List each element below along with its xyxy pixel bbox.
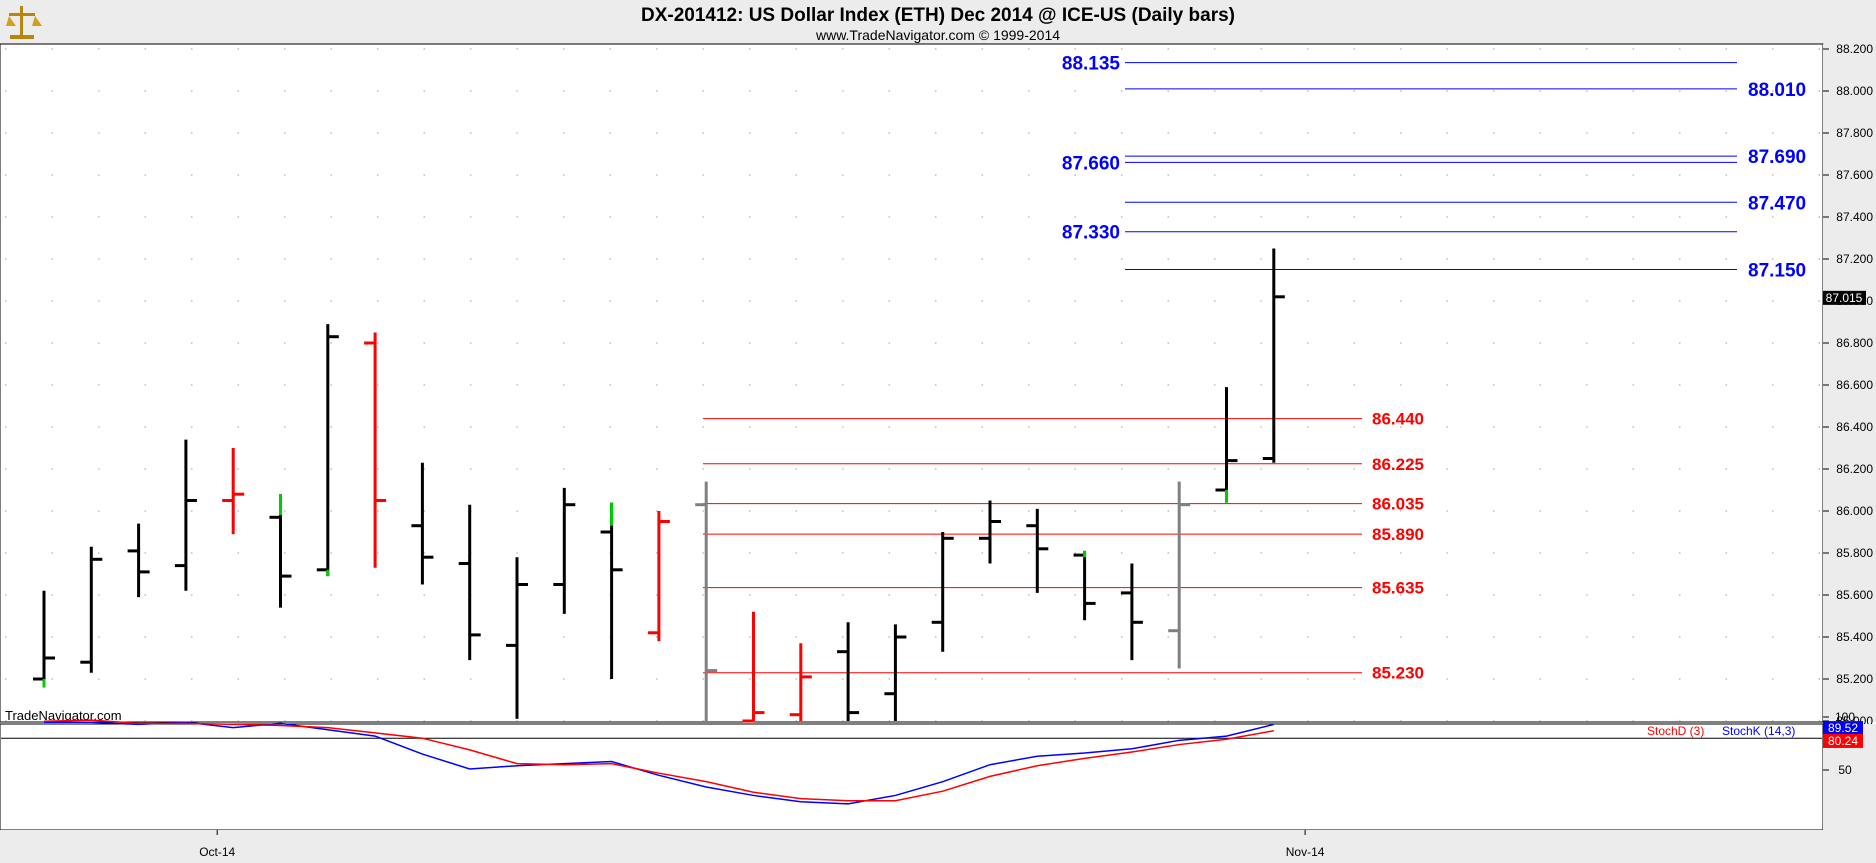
ohlc-bar (979, 500, 1001, 564)
ohlc-bar (600, 502, 623, 679)
stochk-value-label: 89.52 (1828, 721, 1858, 735)
stochd-line (43, 719, 1274, 802)
last-price-tag: 87.015 (1823, 290, 1866, 305)
chart-subtitle: www.TradeNavigator.com © 1999-2014 (815, 27, 1060, 43)
ohlc-bar (1262, 248, 1285, 463)
ohlc-bar (411, 462, 434, 585)
stochastic-panel (0, 723, 1824, 831)
date-axis-labels: Oct-14 Nov-14 (199, 830, 1325, 859)
stochk-line (44, 721, 1274, 805)
price-tick-label: 88.200 (1836, 42, 1873, 56)
title-band (0, 0, 1876, 44)
chart-title: DX-201412: US Dollar Index (ETH) Dec 201… (641, 5, 1235, 26)
date-label: Nov-14 (1286, 845, 1325, 859)
ohlc-bar (931, 532, 954, 652)
ohlc-bar (789, 643, 812, 721)
ohlc-bar (458, 504, 481, 661)
ohlc-bar (695, 481, 718, 721)
watermark: TradeNavigator.com (5, 708, 122, 723)
support-label: 85.890 (1372, 525, 1424, 544)
legend-stochk: StochK (14,3) (1722, 724, 1795, 738)
ohlc-bar (884, 624, 907, 721)
price-tick-label: 87.600 (1836, 168, 1873, 182)
ohlc-bar (1215, 387, 1238, 503)
ohlc-bar (127, 523, 150, 598)
price-panel (0, 43, 1824, 723)
support-label: 86.225 (1372, 455, 1424, 474)
ohlc-bar (506, 557, 528, 719)
price-tick-label: 85.800 (1836, 546, 1873, 560)
ohlc-bar (33, 590, 55, 688)
scale-icon (6, 6, 42, 39)
ohlc-bar (174, 439, 197, 591)
price-tick-label: 87.200 (1836, 252, 1873, 266)
ohlc-bar (1120, 563, 1143, 661)
ohlc-bar (742, 611, 765, 723)
ohlc-bar (364, 332, 387, 568)
ohlc-bar (1073, 550, 1096, 621)
ohlc-bar (1168, 481, 1191, 669)
support-label: 86.440 (1372, 410, 1424, 429)
price-tick-label: 85.600 (1836, 588, 1873, 602)
stochk-value-tag: 89.52 (1823, 721, 1863, 736)
support-label: 85.635 (1372, 579, 1424, 598)
price-levels: 88.135 88.010 87.690 87.660 87.470 87.330 87.1… (703, 54, 1806, 683)
price-axis (1823, 44, 1876, 722)
support-label: 86.035 (1372, 495, 1424, 514)
stochastic-lines (43, 719, 1274, 805)
support-label: 85.230 (1372, 664, 1424, 683)
stochd-value-box (1823, 733, 1863, 748)
price-tick-label: 86.200 (1836, 462, 1873, 476)
ohlc-bar (1026, 508, 1049, 593)
price-tick-label: 87.800 (1836, 126, 1873, 140)
resistance-label: 87.150 (1748, 261, 1806, 282)
last-price-label: 87.015 (1826, 291, 1863, 305)
ohlc-bar (316, 324, 339, 577)
price-tick-label: 86.600 (1836, 378, 1873, 392)
price-tick-label: 85.200 (1836, 672, 1873, 686)
stochd-value-label: 80.24 (1828, 734, 1858, 748)
stochk-value-box (1823, 721, 1863, 736)
stoch-tick-label: 100 (1835, 710, 1855, 724)
stochd-value-tag: 80.24 (1823, 733, 1863, 748)
price-tick-label: 86.400 (1836, 420, 1873, 434)
stoch-tick-label: 50 (1838, 763, 1852, 777)
price-tick-label: 85.400 (1836, 630, 1873, 644)
resistance-label: 87.330 (1062, 223, 1120, 244)
price-tick-label: 88.000 (1836, 84, 1873, 98)
price-tick-label: 87.400 (1836, 210, 1873, 224)
price-tick-label: 86.000 (1836, 504, 1873, 518)
ohlc-bar (837, 622, 860, 721)
resistance-label: 88.135 (1062, 54, 1121, 75)
ohlc-bar (553, 487, 576, 614)
ohlc-bar (222, 448, 245, 535)
resistance-label: 87.660 (1062, 153, 1120, 174)
legend-stochd: StochD (3) (1647, 724, 1704, 738)
date-axis (0, 830, 1876, 863)
ohlc-bar (647, 511, 670, 642)
resistance-label: 87.690 (1748, 147, 1806, 168)
resistance-label: 87.470 (1748, 193, 1806, 214)
price-bars (33, 248, 1285, 723)
resistance-label: 88.010 (1748, 80, 1806, 101)
price-tick-label: 86.800 (1836, 336, 1873, 350)
ohlc-bar (80, 546, 103, 673)
date-label: Oct-14 (199, 845, 235, 859)
